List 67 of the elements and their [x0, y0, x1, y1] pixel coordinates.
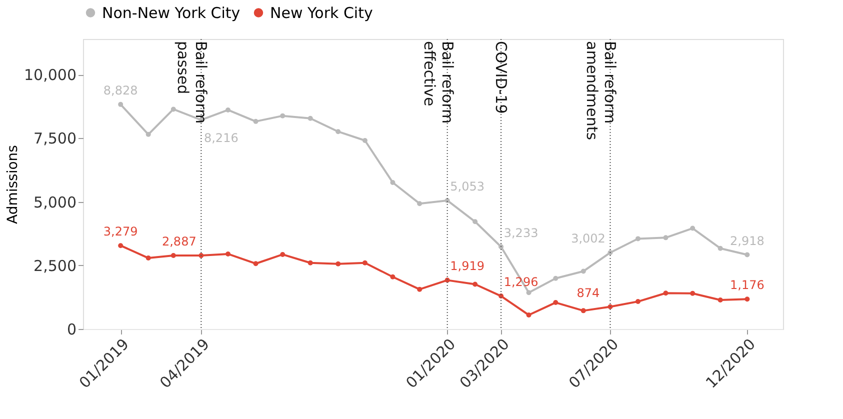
y-tick-label: 5,000 [34, 193, 76, 212]
point [635, 299, 640, 304]
data-label: 2,918 [730, 234, 764, 248]
point [690, 290, 696, 296]
point [390, 180, 396, 185]
point [146, 132, 151, 137]
point [718, 298, 723, 302]
data-label: 1,176 [730, 278, 764, 292]
point [744, 252, 750, 258]
point [336, 129, 341, 134]
data-label: 3,002 [571, 232, 606, 246]
data-label: 3,233 [504, 226, 538, 240]
data-label: 8,216 [204, 130, 238, 145]
point [553, 300, 558, 306]
point [472, 282, 478, 287]
ref-line-label: COVID-19 [492, 41, 510, 114]
point [690, 226, 696, 231]
point [580, 268, 586, 274]
y-tick-label: 2,500 [34, 256, 76, 275]
point [280, 113, 286, 118]
point [308, 260, 313, 266]
point [308, 116, 313, 121]
point [663, 235, 668, 240]
point [498, 244, 504, 250]
point [198, 253, 204, 258]
point [336, 261, 341, 266]
point [580, 308, 586, 314]
point [553, 276, 558, 281]
legend-label: Non-New York City [102, 4, 240, 22]
data-label: 8,828 [103, 83, 138, 98]
point [718, 246, 723, 251]
point [526, 290, 532, 296]
ref-line-label: Bail reform effective [420, 41, 456, 124]
legend-label: New York City [270, 4, 373, 22]
point [608, 250, 613, 256]
point [744, 296, 750, 302]
point [362, 138, 368, 143]
point [526, 312, 532, 318]
point [253, 118, 258, 124]
ref-line-label: Bail reform passed [174, 41, 210, 124]
point [417, 286, 422, 292]
y-axis-title: Admissions [5, 145, 22, 224]
point [280, 252, 286, 257]
data-label: 5,053 [450, 179, 484, 194]
point [472, 219, 478, 224]
y-tick-label: 10,000 [24, 66, 76, 84]
point [118, 243, 124, 248]
point [390, 274, 396, 280]
point [226, 107, 231, 112]
point [146, 256, 151, 261]
point [170, 106, 176, 112]
point [417, 201, 422, 206]
point [226, 251, 231, 256]
y-tick-label: 7,500 [34, 130, 76, 148]
y-tick-label: 0 [66, 320, 76, 338]
point [663, 290, 668, 296]
point [362, 260, 368, 266]
point [170, 252, 176, 258]
data-label: 2,887 [162, 234, 196, 249]
data-label: 874 [576, 286, 600, 300]
data-label: 1,919 [450, 259, 484, 274]
data-label: 1,296 [504, 275, 538, 290]
data-label: 3,279 [103, 224, 138, 239]
point [118, 102, 124, 107]
point [253, 261, 258, 266]
point [635, 236, 640, 242]
ref-line-label: Bail reform amendments [583, 41, 620, 140]
